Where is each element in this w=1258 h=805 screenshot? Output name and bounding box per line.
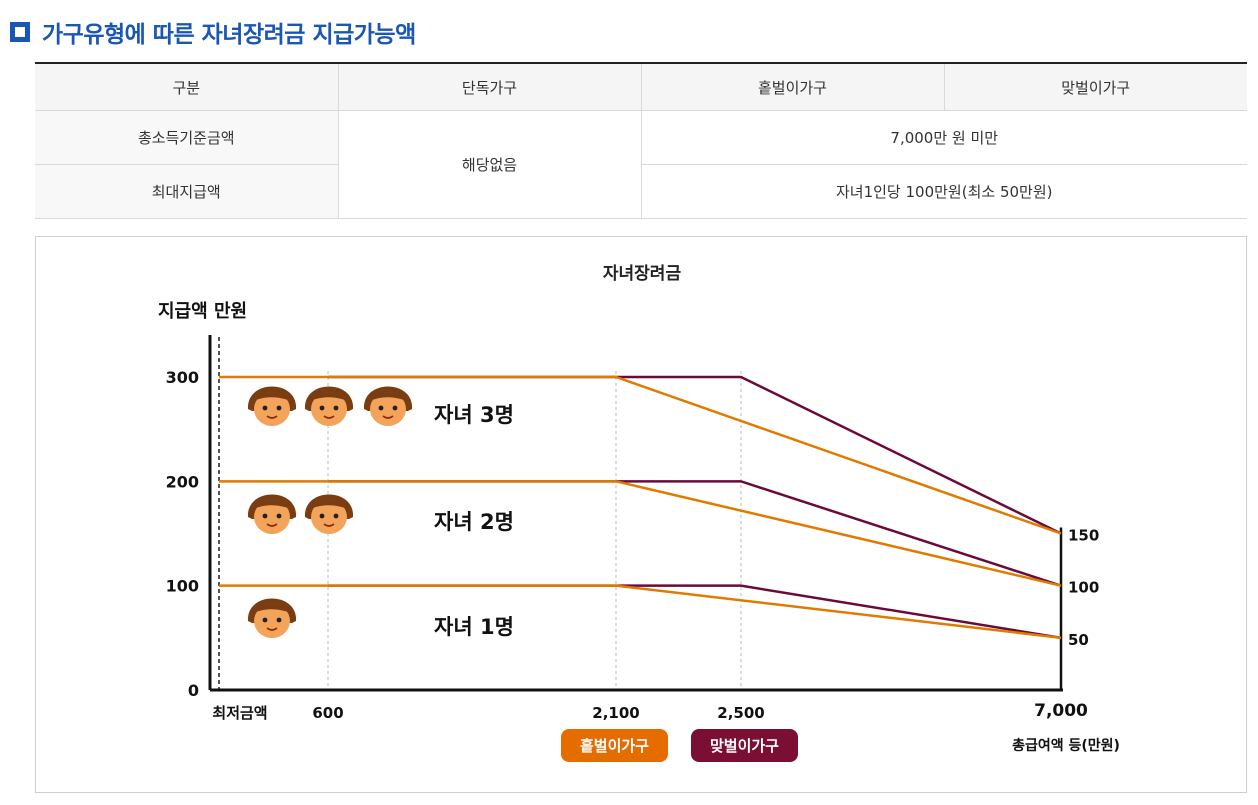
child-face-icon: [247, 386, 297, 426]
y-tick-label: 300: [166, 368, 199, 387]
child-face-icon: [247, 598, 297, 638]
y-tick-label: 200: [166, 472, 199, 491]
eye-shape: [276, 617, 282, 623]
children-count-label: 자녀 3명: [434, 403, 514, 427]
x-tick-label: 600: [312, 704, 343, 722]
eye-shape: [392, 405, 398, 411]
income-threshold-value: 7,000만 원 미만: [640, 110, 1247, 165]
legend-dual-earner: 맞벌이가구: [691, 729, 798, 762]
eligibility-table: 구분 단독가구 홑벌이가구 맞벌이가구 총소득기준금액 해당없음 7,000만 …: [35, 62, 1247, 219]
child-credit-chart: 자녀장려금 지급액 만원 총급여액 등(만원) 0 100 200 300 최저금액 60…: [158, 264, 1120, 754]
eye-shape: [262, 617, 268, 623]
child-face-icon: [247, 494, 297, 534]
row-label-income: 총소득기준금액: [35, 110, 338, 165]
child-face-icon: [304, 494, 354, 534]
max-amount-value: 자녀1인당 100만원(최소 50만원): [640, 164, 1247, 219]
eye-shape: [333, 405, 339, 411]
bangs-shape: [310, 392, 348, 401]
table-row: 최대지급액 자녀1인당 100만원(최소 50만원): [35, 164, 1247, 219]
col-header-one-earner: 홑벌이가구: [640, 62, 944, 111]
col-header-dual-earner: 맞벌이가구: [943, 62, 1247, 111]
right-value-label: 150: [1068, 527, 1099, 545]
child-faces: [247, 386, 413, 638]
y-axis-label: 지급액 만원: [158, 301, 247, 322]
face-shape: [254, 500, 290, 534]
chart-title: 자녀장려금: [603, 264, 682, 284]
y-tick-label: 0: [188, 681, 199, 700]
children-count-label: 자녀 1명: [434, 615, 514, 639]
eye-shape: [319, 513, 325, 519]
col-header-category: 구분: [35, 62, 338, 111]
face-shape: [311, 392, 347, 426]
chart-container: 자녀장려금 지급액 만원 총급여액 등(만원) 0 100 200 300 최저금액 60…: [35, 236, 1247, 793]
table-row: 총소득기준금액 해당없음 7,000만 원 미만: [35, 110, 1247, 219]
mouth-shape: [323, 523, 335, 527]
page-title: 가구유형에 따른 자녀장려금 지급가능액: [42, 22, 416, 48]
bangs-shape: [253, 604, 291, 613]
face-shape: [254, 604, 290, 638]
col-header-single: 단독가구: [337, 62, 641, 111]
x-axis-label: 총급여액 등(만원): [1012, 737, 1120, 754]
children-count-label: 자녀 2명: [434, 510, 514, 534]
eye-shape: [333, 513, 339, 519]
bangs-shape: [310, 500, 348, 509]
x-tick-label: 최저금액: [212, 704, 267, 722]
series-line: [219, 584, 1062, 640]
mouth-shape: [266, 627, 278, 631]
table-header-row: 구분 단독가구 홑벌이가구 맞벌이가구: [35, 62, 1247, 111]
eye-shape: [378, 405, 384, 411]
mouth-shape: [266, 415, 278, 419]
eye-shape: [262, 513, 268, 519]
child-face-icon: [304, 386, 354, 426]
bangs-shape: [253, 500, 291, 509]
legend-one-earner: 홑벌이가구: [561, 729, 668, 762]
square-bullet-icon: [10, 22, 30, 42]
axes: [208, 335, 1063, 692]
eye-shape: [319, 405, 325, 411]
bangs-shape: [253, 392, 291, 401]
series-lines: [219, 375, 1062, 640]
bangs-shape: [369, 392, 407, 401]
face-shape: [370, 392, 406, 426]
single-household-value: 해당없음: [337, 110, 641, 219]
eye-shape: [262, 405, 268, 411]
face-shape: [254, 392, 290, 426]
x-tick-label: 2,500: [717, 704, 764, 722]
series-line: [219, 480, 1062, 587]
series-line: [219, 375, 1062, 535]
mouth-shape: [323, 415, 335, 419]
mouth-shape: [382, 415, 394, 419]
grid-lines: [218, 337, 742, 690]
row-label-max-amount: 최대지급액: [35, 164, 338, 219]
eye-shape: [276, 405, 282, 411]
right-value-label: 50: [1068, 631, 1089, 649]
child-face-icon: [363, 386, 413, 426]
x-tick-label: 7,000: [1034, 701, 1088, 721]
mouth-shape: [266, 523, 278, 527]
eye-shape: [276, 513, 282, 519]
x-tick-label: 2,100: [592, 704, 639, 722]
tick-labels: 0 100 200 300 최저금액 600 2,100 2,500 7,000 150 100 50: [166, 368, 1100, 722]
y-tick-label: 100: [166, 577, 199, 596]
face-shape: [311, 500, 347, 534]
right-value-label: 100: [1068, 579, 1099, 597]
section-header: 가구유형에 따른 자녀장려금 지급가능액: [10, 16, 416, 48]
